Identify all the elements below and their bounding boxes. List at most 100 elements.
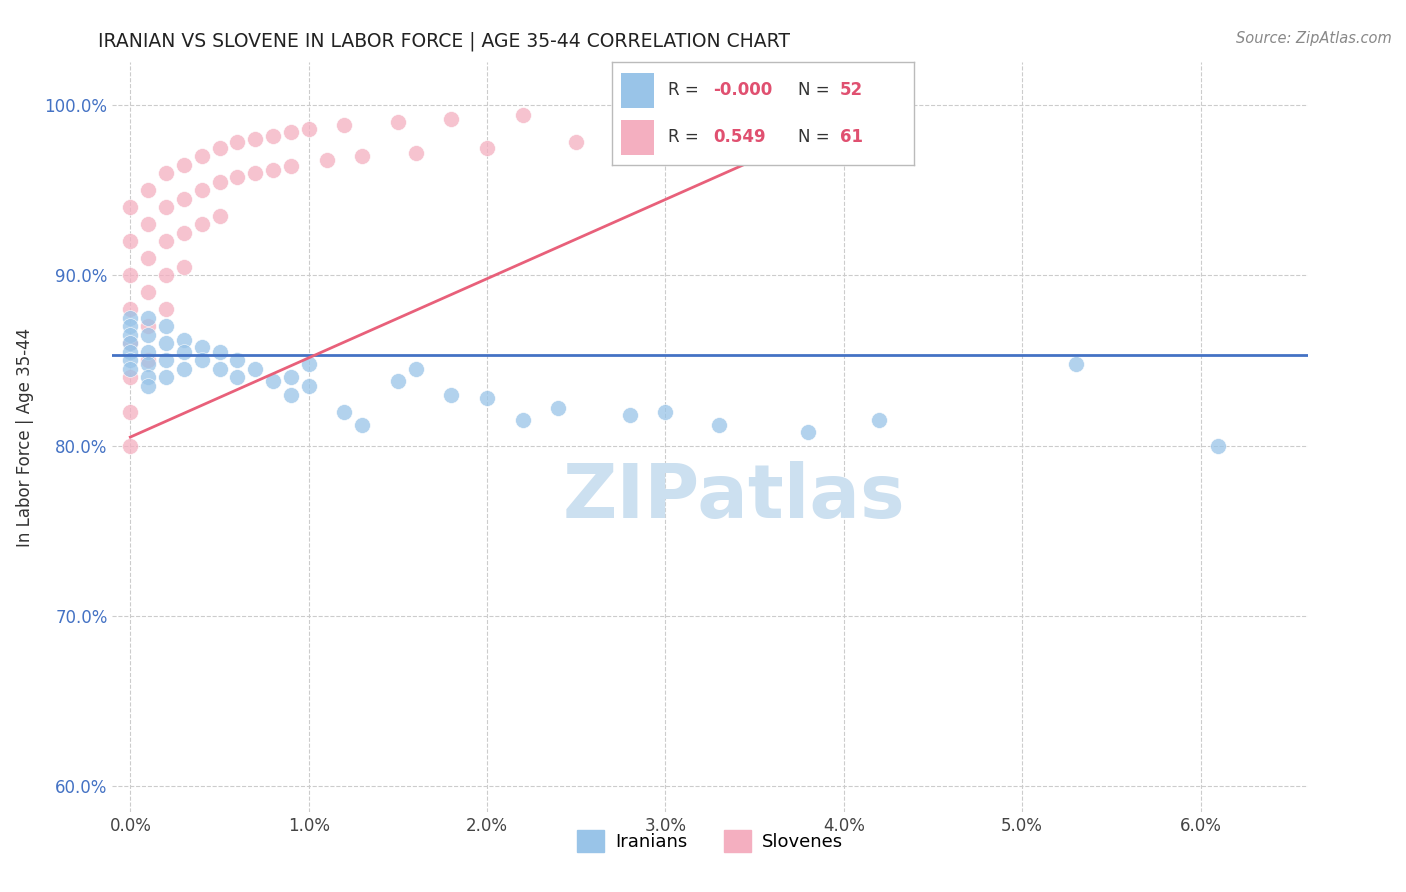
Point bbox=[797, 425, 820, 439]
Text: 0.549: 0.549 bbox=[713, 128, 765, 146]
Text: 52: 52 bbox=[839, 81, 863, 99]
Legend: Iranians, Slovenes: Iranians, Slovenes bbox=[571, 822, 849, 859]
Point bbox=[208, 362, 231, 376]
Point bbox=[405, 362, 427, 376]
Point bbox=[120, 319, 142, 334]
Point bbox=[120, 439, 142, 453]
Point bbox=[475, 140, 498, 154]
Point bbox=[136, 353, 159, 368]
Point bbox=[155, 319, 177, 334]
Point bbox=[120, 362, 142, 376]
Point bbox=[155, 353, 177, 368]
Text: -0.000: -0.000 bbox=[713, 81, 772, 99]
Point bbox=[387, 115, 409, 129]
Point bbox=[208, 175, 231, 189]
Point bbox=[120, 302, 142, 317]
Point bbox=[136, 252, 159, 266]
Point bbox=[869, 98, 891, 112]
Point bbox=[190, 353, 212, 368]
Point bbox=[190, 217, 212, 231]
Point bbox=[280, 370, 302, 384]
Text: R =: R = bbox=[668, 128, 699, 146]
Point bbox=[136, 183, 159, 197]
Point bbox=[298, 121, 321, 136]
Point bbox=[136, 310, 159, 325]
Point bbox=[243, 166, 266, 180]
Point bbox=[243, 132, 266, 146]
Point bbox=[226, 169, 249, 184]
Y-axis label: In Labor Force | Age 35-44: In Labor Force | Age 35-44 bbox=[15, 327, 34, 547]
Point bbox=[707, 418, 730, 433]
Point bbox=[155, 370, 177, 384]
Text: R =: R = bbox=[668, 81, 699, 99]
Point bbox=[120, 310, 142, 325]
Point bbox=[208, 345, 231, 359]
Point bbox=[173, 158, 195, 172]
Point bbox=[869, 413, 891, 427]
Point bbox=[475, 391, 498, 405]
Point bbox=[173, 333, 195, 347]
Point bbox=[333, 404, 356, 418]
Point bbox=[226, 353, 249, 368]
Point bbox=[173, 345, 195, 359]
Point bbox=[190, 183, 212, 197]
Text: N =: N = bbox=[797, 128, 830, 146]
Point bbox=[262, 374, 284, 388]
Point bbox=[315, 153, 337, 167]
Text: IRANIAN VS SLOVENE IN LABOR FORCE | AGE 35-44 CORRELATION CHART: IRANIAN VS SLOVENE IN LABOR FORCE | AGE … bbox=[98, 31, 790, 51]
Point bbox=[280, 387, 302, 401]
Point bbox=[512, 108, 534, 122]
FancyBboxPatch shape bbox=[620, 73, 654, 108]
Point bbox=[333, 119, 356, 133]
Point bbox=[190, 340, 212, 354]
Point bbox=[155, 302, 177, 317]
Point bbox=[173, 226, 195, 240]
Point bbox=[120, 370, 142, 384]
Point bbox=[352, 418, 374, 433]
Point bbox=[298, 357, 321, 371]
Text: 61: 61 bbox=[839, 128, 863, 146]
Point bbox=[120, 327, 142, 342]
Point bbox=[136, 327, 159, 342]
Point bbox=[262, 162, 284, 177]
Point bbox=[120, 268, 142, 283]
Point bbox=[298, 379, 321, 393]
Point bbox=[155, 268, 177, 283]
Point bbox=[190, 149, 212, 163]
Point bbox=[440, 387, 463, 401]
Text: N =: N = bbox=[797, 81, 830, 99]
Point bbox=[136, 345, 159, 359]
Point bbox=[565, 136, 588, 150]
Point bbox=[120, 336, 142, 351]
Point bbox=[440, 112, 463, 126]
Point bbox=[547, 401, 569, 416]
Point bbox=[387, 374, 409, 388]
Point bbox=[405, 145, 427, 160]
Point bbox=[512, 413, 534, 427]
Point bbox=[120, 345, 142, 359]
Point bbox=[226, 370, 249, 384]
Point bbox=[262, 128, 284, 143]
Point bbox=[619, 408, 641, 422]
Point bbox=[120, 234, 142, 248]
Point bbox=[136, 357, 159, 371]
Point bbox=[619, 104, 641, 119]
Point bbox=[155, 234, 177, 248]
Point bbox=[654, 132, 676, 146]
Point bbox=[208, 209, 231, 223]
Point bbox=[280, 159, 302, 173]
Point bbox=[1208, 439, 1230, 453]
Point bbox=[173, 362, 195, 376]
Text: Source: ZipAtlas.com: Source: ZipAtlas.com bbox=[1236, 31, 1392, 46]
Point bbox=[1064, 357, 1087, 371]
Point bbox=[120, 404, 142, 418]
Point bbox=[155, 166, 177, 180]
Point bbox=[243, 362, 266, 376]
Point bbox=[155, 336, 177, 351]
Point bbox=[155, 200, 177, 214]
Point bbox=[173, 192, 195, 206]
Text: ZIPatlas: ZIPatlas bbox=[562, 460, 905, 533]
Point bbox=[120, 200, 142, 214]
Point bbox=[136, 285, 159, 300]
Point bbox=[654, 404, 676, 418]
